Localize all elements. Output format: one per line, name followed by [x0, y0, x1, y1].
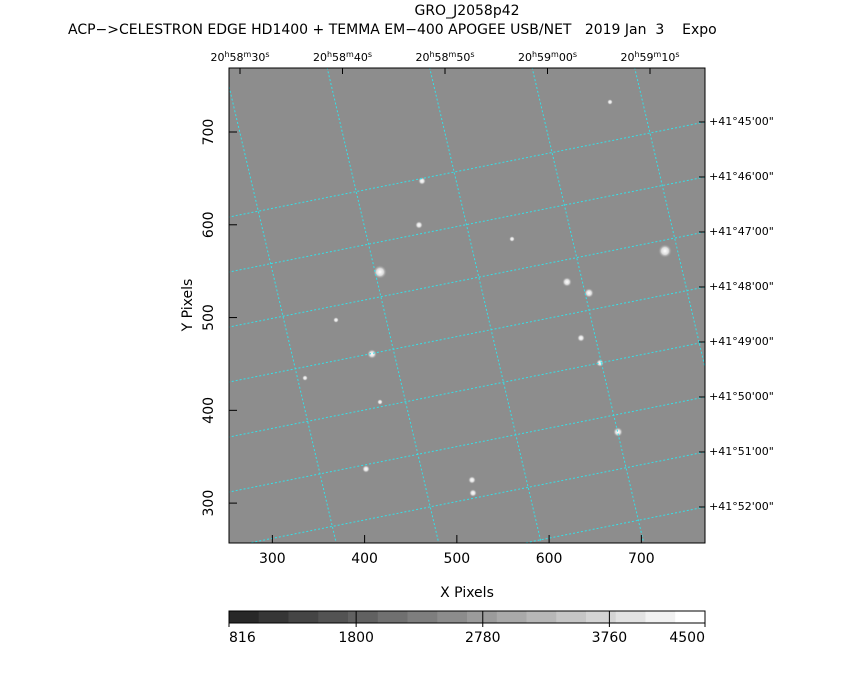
- colorbar-swatch: [675, 611, 706, 623]
- ra-part: 58: [332, 51, 346, 64]
- ra-part: 20: [210, 51, 224, 64]
- colorbar-swatch: [556, 611, 587, 623]
- x-tick-label: 600: [536, 551, 563, 567]
- ra-part: 50: [456, 51, 470, 64]
- dec-grid-line: [229, 176, 705, 273]
- colorbar-swatch: [526, 611, 557, 623]
- ra-part: s: [573, 50, 577, 59]
- plot-frame: [228, 67, 706, 544]
- colorbar-tick-label: 2780: [465, 630, 501, 646]
- dec-grid-line: [229, 341, 705, 438]
- y-tick-label: 600: [201, 211, 217, 238]
- ra-part: s: [368, 50, 372, 59]
- ra-part: h: [634, 50, 639, 59]
- colorbar-tick-label: 3760: [592, 630, 628, 646]
- dec-tick-label: +41°50'00": [709, 390, 774, 403]
- ra-part: s: [675, 50, 679, 59]
- ra-part: 20: [415, 51, 429, 64]
- ra-part: m: [346, 50, 354, 59]
- ra-part: 20: [313, 51, 327, 64]
- image: [229, 68, 705, 543]
- ra-grid-line: [326, 68, 440, 543]
- ra-tick-label: 20h58m30s: [210, 50, 269, 65]
- y-tick-label: 400: [201, 397, 217, 424]
- ra-part: h: [224, 50, 229, 59]
- colorbar-swatch: [229, 611, 260, 623]
- plot: [228, 67, 706, 544]
- ra-part: m: [551, 50, 559, 59]
- ra-grid-line: [429, 68, 542, 543]
- y-tick-label: 700: [201, 119, 217, 146]
- ra-part: 00: [559, 51, 573, 64]
- dec-grid-line: [229, 121, 705, 218]
- ra-part: s: [265, 50, 269, 59]
- ra-tick-label: 20h59m10s: [620, 50, 679, 65]
- subtitle: ACP−>CELESTRON EDGE HD1400 + TEMMA EM−40…: [68, 22, 717, 38]
- colorbar-swatch: [258, 611, 289, 623]
- ra-part: 59: [640, 51, 654, 64]
- dec-tick-label: +41°51'00": [709, 445, 774, 458]
- ra-part: 40: [354, 51, 368, 64]
- ra-part: h: [532, 50, 537, 59]
- x-tick-label: 400: [351, 551, 378, 567]
- colorbar-swatch: [615, 611, 646, 623]
- ra-tick-label: 20h58m40s: [313, 50, 372, 65]
- ra-part: m: [244, 50, 252, 59]
- x-tick-label: 500: [443, 551, 470, 567]
- title: GRO_J2058p42: [414, 3, 519, 19]
- colorbar-swatch: [348, 611, 379, 623]
- dec-tick-label: +41°45'00": [709, 115, 774, 128]
- colorbar-swatch: [407, 611, 438, 623]
- colorbar: 816 1800 2780 3760 4500: [228, 610, 706, 646]
- ra-part: h: [429, 50, 434, 59]
- x-axis-label: X Pixels: [440, 585, 494, 601]
- ra-part: m: [449, 50, 457, 59]
- dec-grid-line: [229, 231, 705, 328]
- colorbar-swatch: [377, 611, 408, 623]
- colorbar-swatch: [496, 611, 527, 623]
- ra-part: m: [654, 50, 662, 59]
- x-tick-label: 700: [628, 551, 655, 567]
- colorbar-swatch: [318, 611, 349, 623]
- dec-grid-line: [229, 396, 705, 493]
- colorbar-tick-label: 816: [229, 630, 256, 646]
- ra-part: 20: [620, 51, 634, 64]
- dec-tick-label: +41°48'00": [709, 280, 774, 293]
- ra-part: 58: [230, 51, 244, 64]
- coord-grid: [229, 68, 705, 543]
- y-tick-label: 300: [201, 490, 217, 517]
- dec-grid-line: [229, 286, 705, 383]
- colorbar-swatch: [586, 611, 617, 623]
- colorbar-tick-label: 1800: [338, 630, 374, 646]
- colorbar-swatch: [645, 611, 676, 623]
- dec-tick-label: +41°47'00": [709, 225, 774, 238]
- ra-part: 10: [661, 51, 675, 64]
- y-tick-label: 500: [201, 304, 217, 331]
- dec-tick-label: +41°46'00": [709, 170, 774, 183]
- x-tick-label: 300: [259, 551, 286, 567]
- ra-part: 58: [435, 51, 449, 64]
- ra-tick-label: 20h58m50s: [415, 50, 474, 65]
- colorbar-swatch: [437, 611, 468, 623]
- ra-part: 59: [537, 51, 551, 64]
- stars: [302, 99, 672, 497]
- y-axis-label: Y Pixels: [180, 279, 196, 333]
- dec-tick-label: +41°52'00": [709, 500, 774, 513]
- colorbar-swatch: [467, 611, 498, 623]
- dec-tick-label: +41°49'00": [709, 335, 774, 348]
- colorbar-tick-label: 4500: [669, 630, 705, 646]
- ra-part: 30: [251, 51, 265, 64]
- ra-grid-line: [229, 84, 337, 543]
- ra-part: 20: [518, 51, 532, 64]
- ra-part: h: [327, 50, 332, 59]
- colorbar-swatch: [288, 611, 319, 623]
- ra-grid-line: [531, 68, 645, 543]
- ra-part: s: [470, 50, 474, 59]
- dec-grid-line: [246, 451, 705, 543]
- ra-tick-label: 20h59m00s: [518, 50, 577, 65]
